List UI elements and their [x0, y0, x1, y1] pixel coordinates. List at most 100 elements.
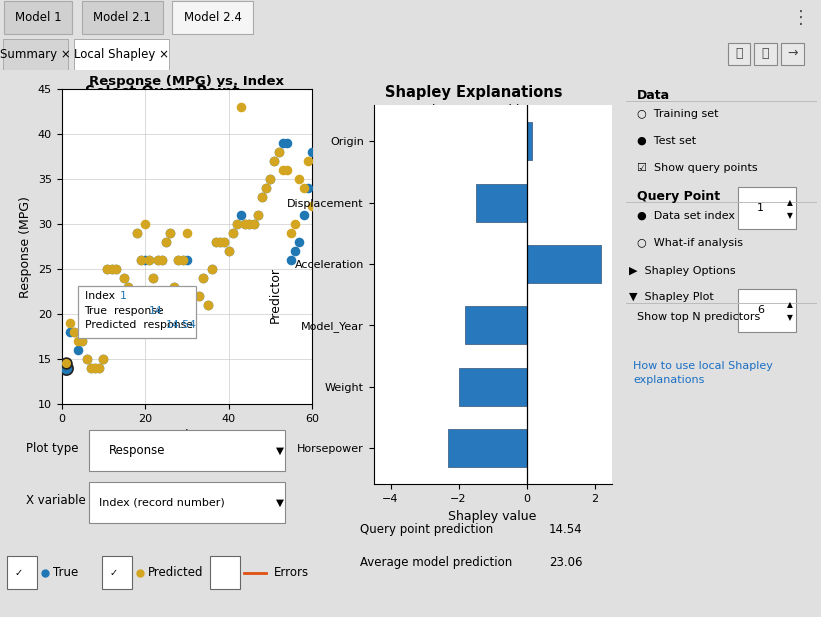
Point: [63, 318, 76, 328]
Text: ▼: ▼: [787, 313, 793, 323]
Text: Response: Response: [108, 444, 165, 457]
Bar: [754, 43, 777, 65]
Point: [213, 238, 227, 247]
Point: [301, 157, 314, 167]
Text: Index (record number): Index (record number): [99, 497, 225, 507]
Point: [151, 255, 164, 265]
Point: [247, 220, 260, 230]
Point: [67, 327, 80, 337]
Text: Model 1: Model 1: [16, 11, 62, 24]
Point: [163, 228, 177, 238]
Text: Predicted: Predicted: [148, 566, 204, 579]
FancyBboxPatch shape: [209, 556, 240, 589]
Point: [218, 238, 231, 247]
Point: [89, 363, 102, 373]
Point: [197, 273, 210, 283]
Text: 14.54: 14.54: [166, 320, 197, 330]
Point: [139, 220, 152, 230]
Point: [122, 283, 135, 292]
Point: [172, 255, 185, 265]
Text: ○  What-if analysis: ○ What-if analysis: [637, 238, 743, 248]
Point: [126, 291, 139, 301]
Point: [109, 264, 122, 274]
Point: [135, 255, 148, 265]
Point: [117, 273, 131, 283]
Point: [130, 228, 144, 238]
Point: [126, 300, 139, 310]
Point: [230, 220, 244, 230]
Text: ＋: ＋: [735, 47, 743, 60]
Point: [176, 255, 189, 265]
Point: [147, 273, 160, 283]
Bar: [74, 39, 169, 70]
Point: [251, 210, 264, 220]
Point: [285, 228, 298, 238]
Point: [276, 138, 289, 148]
Text: Query Point: Query Point: [637, 191, 720, 204]
Bar: [526, 245, 602, 283]
Text: Query point prediction: Query point prediction: [360, 523, 493, 536]
Point: [67, 327, 80, 337]
Point: [105, 264, 118, 274]
Text: Select Query Point: Select Query Point: [85, 85, 240, 99]
Bar: [4, 1, 72, 34]
Text: →: →: [787, 47, 797, 60]
Text: Predicted  response: Predicted response: [85, 320, 196, 330]
Point: [163, 228, 177, 238]
Point: [172, 255, 185, 265]
Text: 1: 1: [757, 203, 764, 213]
Point: [76, 336, 89, 346]
Y-axis label: Response (MPG): Response (MPG): [19, 196, 32, 298]
Point: [281, 138, 294, 148]
Point: [155, 255, 168, 265]
Text: Local Shapley ×: Local Shapley ×: [74, 48, 169, 61]
Text: 14: 14: [149, 305, 163, 316]
Point: [80, 354, 94, 364]
Text: ▼  Shapley Plot: ▼ Shapley Plot: [630, 292, 714, 302]
Text: 6: 6: [757, 305, 764, 315]
Point: [155, 255, 168, 265]
Point: [297, 183, 310, 193]
Point: [301, 183, 314, 193]
Text: Model 2.1: Model 2.1: [94, 11, 151, 24]
Text: ● Plot: ● Plot: [411, 104, 447, 117]
Point: [85, 363, 98, 373]
Point: [243, 220, 256, 230]
Point: [130, 228, 144, 238]
Point: [117, 273, 131, 283]
Point: [209, 238, 222, 247]
Bar: [3, 39, 68, 70]
Text: Average model prediction: Average model prediction: [360, 556, 512, 569]
Point: [305, 201, 319, 211]
FancyBboxPatch shape: [7, 556, 37, 589]
Point: [251, 210, 264, 220]
Point: [143, 255, 156, 265]
Text: Shapley Explanations: Shapley Explanations: [385, 85, 563, 99]
Bar: [526, 122, 532, 160]
Point: [209, 238, 222, 247]
Point: [135, 255, 148, 265]
Text: 14.54: 14.54: [549, 523, 583, 536]
Point: [281, 165, 294, 175]
Point: [122, 283, 135, 292]
Point: [159, 238, 172, 247]
Text: ▼: ▼: [276, 445, 284, 455]
Text: －: －: [762, 47, 769, 60]
Point: [143, 255, 156, 265]
Point: [305, 147, 319, 157]
X-axis label: Shapley value: Shapley value: [448, 510, 537, 523]
Text: ▲: ▲: [787, 300, 793, 309]
Bar: [82, 1, 163, 34]
Text: ▶  Shapley Options: ▶ Shapley Options: [630, 267, 736, 276]
Point: [71, 346, 85, 355]
Text: Model 2.4: Model 2.4: [184, 11, 241, 24]
Point: [272, 147, 285, 157]
Text: Summary ×: Summary ×: [0, 48, 71, 61]
Bar: [448, 429, 526, 467]
Point: [113, 300, 126, 310]
Text: ●  Data set index: ● Data set index: [637, 210, 735, 220]
FancyBboxPatch shape: [738, 187, 796, 230]
Point: [235, 102, 248, 112]
Point: [239, 220, 252, 230]
Point: [201, 300, 214, 310]
